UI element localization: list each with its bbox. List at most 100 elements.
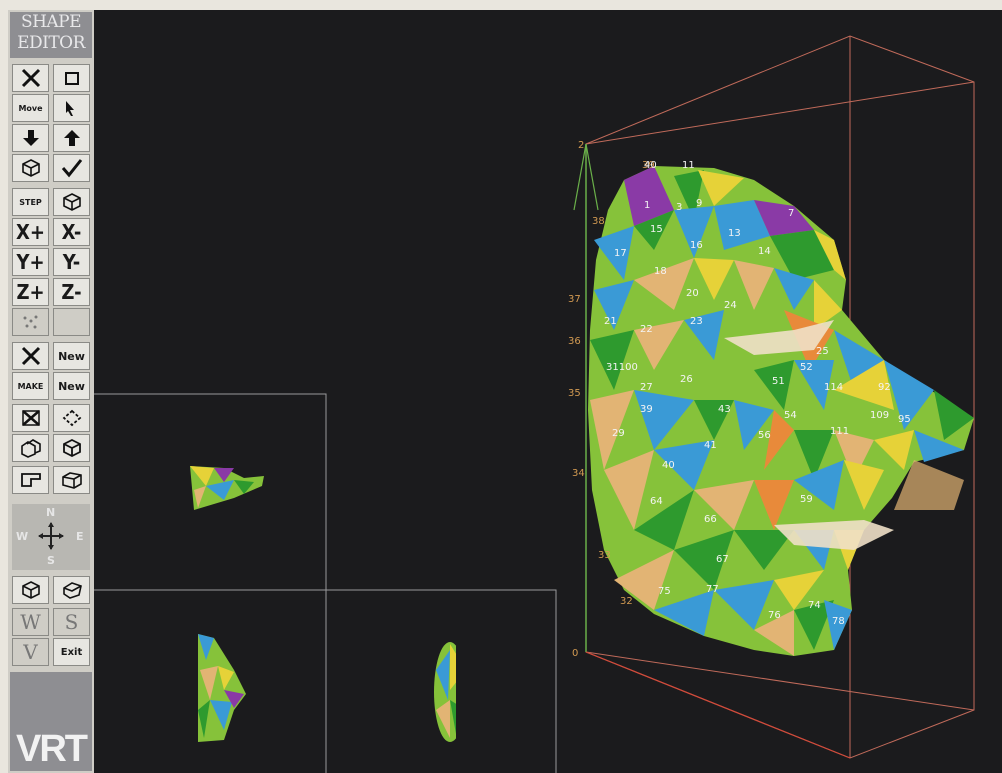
cube-icon (61, 472, 82, 489)
face-label: 7 (788, 208, 794, 219)
exit-button[interactable]: Exit (53, 638, 90, 666)
view-object-button[interactable] (53, 188, 90, 216)
solid-button[interactable] (53, 434, 90, 462)
new-button-label: New (58, 349, 85, 363)
face-label: 20 (686, 288, 699, 299)
face-label: 31100 (606, 362, 638, 373)
side-view-preview (434, 642, 466, 742)
face-label: 74 (808, 600, 821, 611)
cross-button[interactable] (12, 342, 49, 370)
y-plus-button[interactable]: Y+ (12, 248, 49, 276)
x-plus-label: X+ (16, 220, 45, 244)
rotate-button[interactable] (53, 404, 90, 432)
arrow-up-icon (63, 130, 80, 146)
face-label: 59 (800, 494, 813, 505)
x-plus-button[interactable]: X+ (12, 218, 49, 246)
app-title: SHAPE EDITOR (10, 12, 92, 58)
z-plus-button[interactable]: Z+ (12, 278, 49, 306)
axis-number: 37 (568, 294, 581, 305)
face-label: 13 (728, 228, 741, 239)
s-button[interactable]: S (53, 608, 90, 636)
exit-button-label: Exit (60, 646, 83, 658)
pointer-icon (65, 101, 74, 116)
face-label: 26 (680, 374, 693, 385)
axis-number: 35 (568, 388, 581, 399)
s-button-label: S (64, 610, 79, 634)
down-button[interactable] (12, 124, 49, 152)
head-mesh (588, 166, 974, 656)
viewport-3d[interactable]: 2 39 38 37 36 35 34 33 32 0 40 11 9 1 3 … (94, 10, 1002, 773)
z-minus-label: Z- (61, 280, 82, 304)
face-label: 39 (640, 404, 653, 415)
step-button-label: STEP (19, 197, 42, 207)
disabled-button[interactable] (53, 308, 90, 336)
face-label: 95 (898, 414, 911, 425)
face-label: 114 (824, 382, 843, 393)
face-label: 52 (800, 362, 813, 373)
z-minus-button[interactable]: Z- (53, 278, 90, 306)
v-button[interactable]: V (12, 638, 49, 666)
compass-pad[interactable]: N E S W (12, 504, 90, 570)
face-label: 24 (724, 300, 737, 311)
dots-icon (23, 315, 37, 329)
view-b-button[interactable] (53, 576, 90, 604)
new-2-button-label: New (58, 379, 85, 393)
new-button[interactable]: New (53, 342, 90, 370)
up-button[interactable] (53, 124, 90, 152)
z-plus-label: Z+ (16, 280, 45, 304)
compass-w[interactable]: W (16, 530, 29, 543)
compass-e[interactable]: E (76, 530, 84, 543)
brand-text: VRT (16, 728, 88, 770)
face-label: 76 (768, 610, 781, 621)
rotate-icon (62, 409, 81, 427)
step-button[interactable]: STEP (12, 188, 49, 216)
confirm-button[interactable] (53, 154, 90, 182)
face-label: 14 (758, 246, 771, 257)
y-minus-label: Y- (62, 250, 81, 274)
face-label: 111 (830, 426, 849, 437)
face-label: 77 (706, 584, 719, 595)
face-label: 3 (676, 202, 682, 213)
move-button[interactable]: Move (12, 94, 49, 122)
face-label: 17 (614, 248, 627, 259)
y-minus-button[interactable]: Y- (53, 248, 90, 276)
make-button-label: MAKE (17, 381, 44, 391)
new-2-button[interactable]: New (53, 372, 90, 400)
x-minus-button[interactable]: X- (53, 218, 90, 246)
face-label: 21 (604, 316, 617, 327)
pointer-button[interactable] (53, 94, 90, 122)
toolbar: SHAPE EDITOR Move (8, 10, 94, 773)
x-box-icon (21, 410, 40, 426)
object-button[interactable] (12, 154, 49, 182)
make-button[interactable]: MAKE (12, 372, 49, 400)
copy-button[interactable] (12, 434, 49, 462)
brand-logo: VRT (10, 672, 92, 771)
face-label: 66 (704, 514, 717, 525)
axis-number: 34 (572, 468, 585, 479)
cube-icon (62, 438, 81, 458)
face-label: 75 (658, 586, 671, 597)
face-label: 18 (654, 266, 667, 277)
compass-n[interactable]: N (46, 506, 56, 519)
box-button[interactable] (53, 466, 90, 494)
shape-editor-screen: SHAPE EDITOR Move (8, 10, 1002, 773)
compass-s[interactable]: S (47, 554, 55, 567)
axis-number: 0 (572, 648, 578, 659)
points-button[interactable] (12, 308, 49, 336)
top-view-preview (190, 466, 264, 510)
delete-button[interactable] (12, 64, 49, 92)
face-label: 29 (612, 428, 625, 439)
delete-shape-button[interactable] (12, 404, 49, 432)
axis-number: 36 (568, 336, 581, 347)
face-label: 56 (758, 430, 771, 441)
face-label: 51 (772, 376, 785, 387)
x-icon (21, 346, 40, 366)
w-button[interactable]: W (12, 608, 49, 636)
scene-svg: 2 39 38 37 36 35 34 33 32 0 40 11 9 1 3 … (94, 35, 975, 773)
face-label: 9 (696, 198, 702, 209)
view-a-button[interactable] (12, 576, 49, 604)
window-button[interactable] (53, 64, 90, 92)
w-button-label: W (20, 610, 41, 634)
face-label: 43 (718, 404, 731, 415)
tool-button[interactable] (12, 466, 49, 494)
